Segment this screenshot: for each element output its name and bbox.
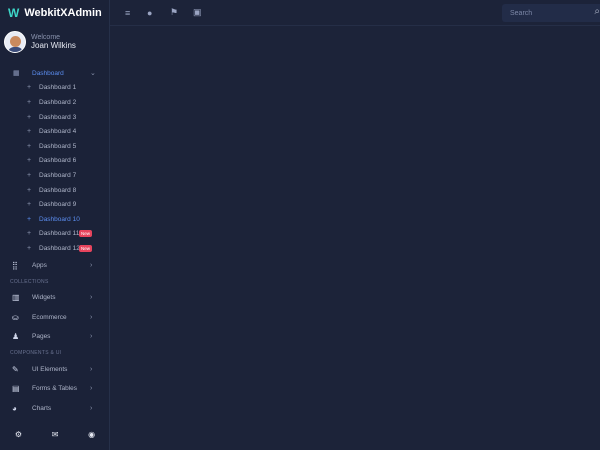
section-components: COMPONENTS & UI — [10, 350, 62, 357]
sidebar-subitem-dashboard-4[interactable]: + Dashboard 4 — [0, 124, 110, 139]
sidebar-item-label: Pages — [32, 333, 51, 341]
dot-icon: + — [27, 157, 32, 165]
search-input[interactable]: Search ⌕ — [502, 4, 600, 22]
chevron-right-icon: › — [90, 404, 93, 412]
chevron-right-icon: › — [90, 261, 93, 269]
sidebar-item-apps[interactable]: ⣿ Apps › — [0, 256, 110, 276]
sidebar-item-label: Widgets — [32, 294, 56, 302]
person-icon: ♟ — [12, 332, 20, 342]
sidebar-nav: ▦ Dashboard ⌄ + Dashboard 1 + Dashboard 2 … — [0, 66, 110, 418]
brand[interactable]: W WebkitXAdmin — [8, 6, 102, 20]
settings-icon[interactable]: ⚙ — [14, 430, 23, 439]
dot-icon: + — [27, 128, 32, 136]
search-icon[interactable]: ⌕ — [594, 6, 600, 17]
dot-icon: + — [27, 244, 32, 252]
chevron-down-icon: ⌄ — [90, 70, 96, 78]
dot-icon: + — [27, 230, 32, 238]
new-badge: New — [79, 244, 93, 252]
document-icon: ▤ — [12, 384, 20, 394]
sidebar-subitem-dashboard-11[interactable]: + Dashboard 11 New — [0, 227, 110, 242]
dot-icon: + — [27, 215, 32, 223]
sidebar-item-label: Dashboard 8 — [39, 186, 77, 194]
chevron-right-icon: › — [90, 333, 93, 341]
dot-icon: + — [27, 113, 32, 121]
sidebar-item-label: Dashboard 10 — [39, 215, 80, 223]
sidebar-subitem-dashboard-5[interactable]: + Dashboard 5 — [0, 139, 110, 154]
chat-icon[interactable]: ● — [147, 7, 153, 18]
basket-icon: ⛀ — [12, 312, 19, 322]
sidebar-item-charts[interactable]: ◕ Charts › — [0, 399, 110, 419]
brand-logo-icon: W — [8, 6, 19, 20]
dot-icon: + — [27, 171, 32, 179]
pie-chart-icon: ◕ — [12, 403, 17, 413]
pencil-icon: ✎ — [12, 364, 19, 374]
sidebar-subitem-dashboard-2[interactable]: + Dashboard 2 — [0, 95, 110, 110]
sidebar-item-widgets[interactable]: ▥ Widgets › — [0, 288, 110, 308]
sidebar-item-label: Dashboard 11 — [39, 230, 80, 238]
sidebar-footer: ⚙ ✉ ◉ — [0, 430, 110, 439]
user-profile[interactable]: Welcome Joan Wilkins — [4, 31, 76, 53]
sidebar-item-pages[interactable]: ♟ Pages › — [0, 327, 110, 347]
sidebar-item-label: Dashboard 9 — [39, 201, 77, 209]
sidebar-subitem-dashboard-8[interactable]: + Dashboard 8 — [0, 183, 110, 198]
sidebar-item-label: Forms & Tables — [32, 385, 78, 393]
dot-icon: + — [27, 186, 32, 194]
sidebar-item-label: UI Elements — [32, 365, 68, 373]
sidebar-item-label: Dashboard 5 — [39, 142, 77, 150]
sidebar-subitem-dashboard-1[interactable]: + Dashboard 1 — [0, 81, 110, 96]
sidebar-item-label: Ecommerce — [32, 313, 67, 321]
avatar — [4, 31, 26, 53]
sidebar-item-label: Dashboard 1 — [39, 84, 77, 92]
sidebar: W WebkitXAdmin Welcome Joan Wilkins ▦ Da… — [0, 0, 110, 450]
sidebar-item-ecommerce[interactable]: ⛀ Ecommerce › — [0, 308, 110, 328]
sidebar-item-label: Dashboard 4 — [39, 128, 77, 136]
search-placeholder: Search — [510, 9, 533, 17]
menu-toggle-icon[interactable]: ≡ — [125, 7, 131, 18]
sidebar-subitem-dashboard-9[interactable]: + Dashboard 9 — [0, 197, 110, 212]
power-icon[interactable]: ◉ — [88, 430, 96, 439]
sidebar-item-label: Dashboard 12 — [39, 244, 80, 252]
chevron-right-icon: › — [90, 313, 93, 321]
sidebar-item-ui-elements[interactable]: ✎ UI Elements › — [0, 360, 110, 380]
clipboard-icon[interactable]: ▣ — [193, 7, 202, 17]
sidebar-subitem-dashboard-7[interactable]: + Dashboard 7 — [0, 168, 110, 183]
sidebar-item-label: Dashboard 2 — [39, 98, 77, 106]
section-collections: COLLECTIONS — [10, 278, 49, 285]
dot-icon: + — [27, 201, 32, 209]
sidebar-subitem-dashboard-6[interactable]: + Dashboard 6 — [0, 154, 110, 169]
dot-icon: + — [27, 142, 32, 150]
sidebar-subitem-dashboard-3[interactable]: + Dashboard 3 — [0, 110, 110, 125]
topbar: ≡ ● ⚑ ▣ Search ⌕ — [110, 0, 600, 26]
sidebar-item-label: Dashboard — [32, 69, 64, 77]
grid-icon: ▦ — [13, 70, 20, 78]
new-badge: New — [79, 230, 93, 238]
sidebar-item-label: Dashboard 3 — [39, 113, 77, 121]
books-icon: ▥ — [12, 293, 20, 303]
chevron-right-icon: › — [90, 385, 93, 393]
sidebar-subitem-dashboard-10[interactable]: + Dashboard 10 — [0, 212, 110, 227]
user-welcome: Welcome — [31, 34, 61, 41]
user-name: Joan Wilkins — [31, 41, 76, 50]
flag-icon[interactable]: ⚑ — [170, 7, 179, 17]
sidebar-item-dashboard[interactable]: ▦ Dashboard ⌄ — [0, 66, 110, 81]
chevron-right-icon: › — [90, 294, 93, 302]
dot-icon: + — [27, 98, 32, 106]
chevron-right-icon: › — [90, 365, 93, 373]
mail-icon[interactable]: ✉ — [51, 430, 59, 439]
sidebar-item-label: Charts — [32, 404, 52, 412]
sidebar-item-label: Dashboard 7 — [39, 171, 77, 179]
sidebar-item-label: Apps — [32, 261, 47, 269]
dot-icon: + — [27, 84, 32, 92]
sidebar-subitem-dashboard-12[interactable]: + Dashboard 12 New — [0, 241, 110, 256]
apps-grid-icon: ⣿ — [12, 260, 18, 270]
sidebar-item-label: Dashboard 6 — [39, 157, 77, 165]
sidebar-item-forms-tables[interactable]: ▤ Forms & Tables › — [0, 379, 110, 399]
brand-name: WebkitXAdmin — [24, 7, 102, 19]
